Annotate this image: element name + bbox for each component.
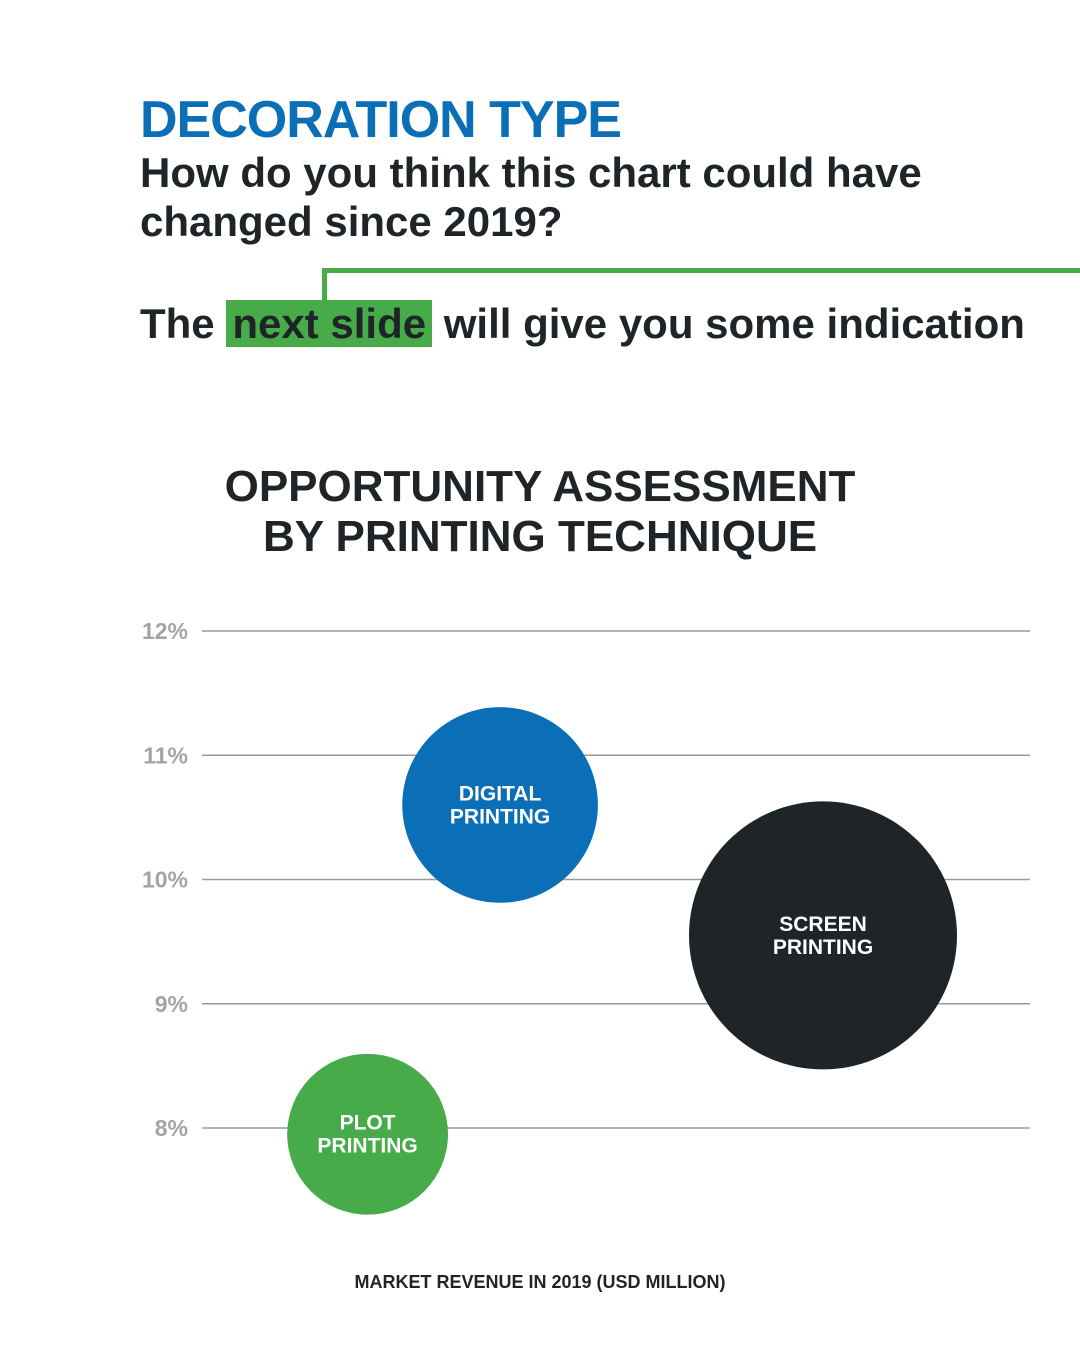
chart-title-line-1: OPPORTUNITY ASSESSMENT — [224, 462, 856, 511]
chart-title-line-2: BY PRINTING TECHNIQUE — [262, 512, 818, 561]
y-tick-label: 12% — [142, 618, 188, 644]
page-subtitle-question: How do you think this chart could have c… — [140, 149, 922, 245]
y-axis-ticks: 12% 11% 10% 9% 8% — [142, 618, 188, 1141]
bubble-label: DIGITAL — [459, 782, 542, 805]
y-tick-label: 8% — [155, 1115, 188, 1141]
indication-highlight: next slide — [226, 300, 433, 347]
accent-line-horizontal — [322, 268, 1080, 273]
chart-title: OPPORTUNITY ASSESSMENT BY PRINTING TECHN… — [0, 462, 1080, 562]
bubble-label: SCREEN — [779, 913, 867, 936]
bubble-label: PRINTING — [773, 936, 873, 959]
bubbles: DIGITALPRINTINGSCREENPRINTINGPLOTPRINTIN… — [287, 707, 957, 1215]
bubble-circle — [689, 801, 957, 1070]
page-title: DECORATION TYPE — [140, 91, 622, 149]
bubble-circle — [287, 1053, 448, 1215]
y-tick-label: 9% — [155, 991, 188, 1017]
bubble-label: PRINTING — [450, 805, 550, 828]
indication-text: The next slide will give you some indica… — [140, 298, 1025, 350]
bubble-circle — [402, 707, 598, 903]
y-tick-label: 10% — [142, 867, 188, 893]
x-axis-label: MARKET REVENUE IN 2019 (USD MILLION) — [354, 1272, 726, 1292]
accent-line-vertical — [322, 268, 327, 302]
bubble-label: PLOT — [340, 1112, 396, 1135]
indication-after: will give you some indication — [443, 300, 1025, 347]
y-tick-label: 11% — [143, 742, 188, 768]
indication-before: The — [140, 300, 215, 347]
bubble-label: PRINTING — [317, 1135, 417, 1158]
